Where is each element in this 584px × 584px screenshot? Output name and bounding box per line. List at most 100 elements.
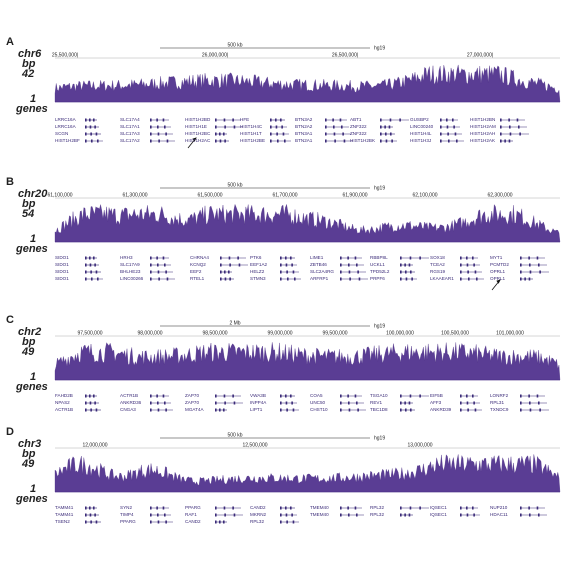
- exon: [157, 132, 160, 136]
- gene-label: GUSBP2: [410, 117, 429, 122]
- gene-label: HIST1H4C: [240, 124, 263, 129]
- coordinate: 61,300,000: [122, 192, 147, 198]
- exon: [285, 263, 288, 267]
- exon: [280, 256, 282, 260]
- exon: [509, 132, 512, 136]
- exon: [529, 263, 531, 267]
- exon: [411, 277, 413, 281]
- exon: [150, 263, 152, 267]
- gene-label: ZNF322: [350, 131, 367, 136]
- gene-label: TAMM41: [55, 512, 74, 517]
- gene-label: ACTR1B: [120, 393, 138, 398]
- exon: [447, 132, 449, 136]
- exon: [385, 132, 387, 136]
- gene-label: RBBP8L: [370, 255, 388, 260]
- exon: [228, 270, 230, 274]
- exon: [85, 401, 87, 405]
- exon: [334, 139, 336, 143]
- exon: [528, 506, 530, 510]
- exon: [150, 270, 152, 274]
- gene-label: SCGN: [55, 131, 68, 136]
- exon: [399, 118, 401, 122]
- exon: [276, 132, 278, 136]
- gene-label: HIST1H3J: [410, 138, 431, 143]
- exon: [164, 125, 166, 129]
- coordinate: 98,000,000: [137, 330, 162, 336]
- exon: [529, 270, 532, 274]
- exon: [224, 513, 226, 517]
- gene-label: LONRF2: [490, 393, 509, 398]
- exon: [291, 263, 293, 267]
- gene-label: HDAC11: [490, 512, 508, 517]
- exon: [89, 506, 91, 510]
- exon: [520, 506, 522, 510]
- exon: [233, 125, 236, 129]
- exon: [238, 263, 241, 267]
- exon: [219, 132, 221, 136]
- track-max: 42: [21, 68, 34, 80]
- gene-label: TAMM41: [55, 505, 74, 510]
- exon: [215, 139, 217, 143]
- exon: [339, 118, 342, 122]
- gene-label: HIST1H2BK: [350, 138, 376, 143]
- exon: [473, 401, 475, 405]
- exon: [285, 394, 287, 398]
- gene-label: CHST10: [310, 407, 328, 412]
- arrow: [187, 137, 501, 291]
- gene-label: ACTR1B: [55, 407, 73, 412]
- exon: [446, 125, 449, 129]
- exon: [294, 277, 296, 281]
- gene-label: HIST1H2BD: [185, 117, 211, 122]
- gene-label: TSGA10: [370, 393, 388, 398]
- exon: [400, 394, 402, 398]
- exon: [91, 139, 93, 143]
- exon: [347, 506, 349, 510]
- gene-label: SIDO1: [55, 262, 69, 267]
- exon: [158, 277, 160, 281]
- exon: [215, 506, 217, 510]
- gene-label: ANKRD39: [430, 407, 452, 412]
- exon: [528, 256, 530, 260]
- exon: [400, 277, 402, 281]
- exon: [220, 263, 222, 267]
- gene-label: HFE: [240, 117, 249, 122]
- exon: [466, 513, 469, 517]
- gene-label: HIST1H4L: [410, 131, 432, 136]
- exon: [405, 270, 407, 274]
- exon: [516, 118, 519, 122]
- gene-label: SLC17A1: [120, 124, 140, 129]
- exon: [277, 139, 279, 143]
- gene-label: HIST1H2AH: [470, 131, 495, 136]
- gene-label: ZNF322: [350, 124, 367, 129]
- gene-label: ZBTB46: [310, 262, 327, 267]
- gene-label: TMEM40: [310, 512, 329, 517]
- coordinate: 26,500,000|: [332, 52, 358, 58]
- exon: [410, 408, 412, 412]
- exon: [228, 256, 231, 260]
- exon: [275, 125, 278, 129]
- exon: [536, 394, 539, 398]
- gene-label: HIST1H2BC: [185, 131, 211, 136]
- exon: [389, 118, 392, 122]
- exon: [282, 132, 285, 136]
- exon: [400, 408, 402, 412]
- exon: [504, 139, 506, 143]
- signal-track: [54, 203, 561, 243]
- exon: [281, 125, 283, 129]
- exon: [162, 394, 165, 398]
- track-min: 1: [30, 483, 36, 495]
- gene-label: LINC00240: [410, 124, 434, 129]
- exon: [292, 408, 295, 412]
- exon: [325, 139, 327, 143]
- gene-label: TIMP4: [120, 512, 134, 517]
- gene-label: RGS19: [430, 269, 446, 274]
- exon: [165, 270, 167, 274]
- gene-label: LINC00266: [120, 276, 144, 281]
- chromosome: chr3: [18, 438, 41, 450]
- exon: [340, 394, 342, 398]
- coordinate: 26,000,000|: [202, 52, 228, 58]
- exon: [340, 263, 342, 267]
- exon: [291, 401, 293, 405]
